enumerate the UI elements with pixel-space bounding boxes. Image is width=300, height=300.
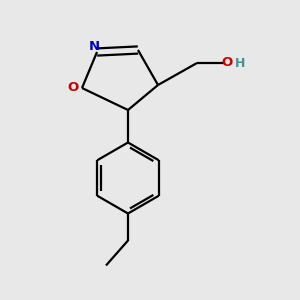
Text: O: O xyxy=(68,81,79,94)
Text: O: O xyxy=(221,56,233,69)
Text: H: H xyxy=(235,57,246,70)
Text: N: N xyxy=(88,40,100,53)
